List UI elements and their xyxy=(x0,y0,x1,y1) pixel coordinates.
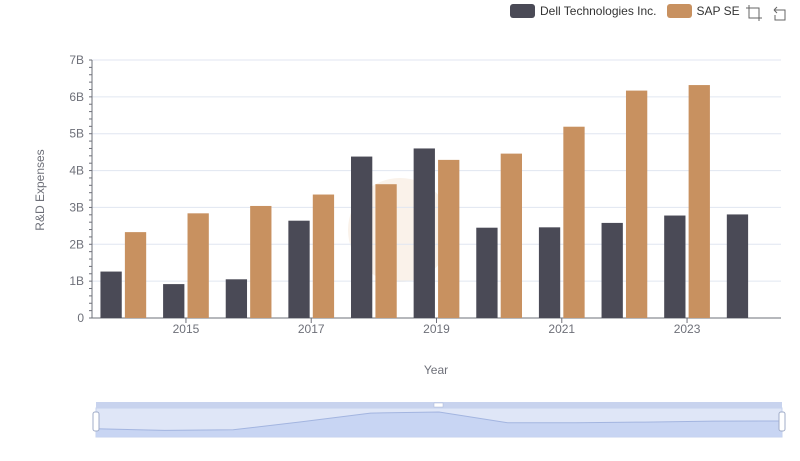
bar-dell xyxy=(351,156,373,318)
bar-sap xyxy=(375,184,397,318)
y-tick-label: 4B xyxy=(69,164,84,178)
legend-label-dell: Dell Technologies Inc. xyxy=(540,4,657,18)
legend-item-dell[interactable]: Dell Technologies Inc. xyxy=(510,4,657,18)
x-tick-label: 2021 xyxy=(548,322,575,336)
datazoom-left-handle[interactable] xyxy=(92,411,100,432)
legend-swatch-dell xyxy=(510,4,535,18)
bar-sap xyxy=(250,205,272,318)
bar-sap xyxy=(438,159,460,318)
bar-sap xyxy=(312,194,335,318)
y-tick-label: 1B xyxy=(69,274,84,288)
bar-sap xyxy=(563,126,585,318)
toolbox xyxy=(746,5,788,21)
x-tick-label: 2015 xyxy=(173,322,200,336)
bar-dell xyxy=(664,215,686,318)
bar-sap xyxy=(124,232,147,318)
bar-dell xyxy=(100,271,122,318)
bar-sap xyxy=(625,90,648,318)
x-tick-label: 2017 xyxy=(298,322,325,336)
bar-sap xyxy=(187,213,209,318)
legend-item-sap[interactable]: SAP SE xyxy=(666,4,740,18)
bar-dell xyxy=(413,148,435,318)
y-tick-label: 6B xyxy=(69,90,84,104)
y-tick-label: 5B xyxy=(69,127,84,141)
y-tick-label: 0 xyxy=(77,311,84,325)
legend: Dell Technologies Inc. SAP SE xyxy=(510,4,740,18)
zoom-icon[interactable] xyxy=(746,5,762,21)
legend-label-sap: SAP SE xyxy=(696,4,740,18)
x-axis-title: Year xyxy=(423,363,449,377)
x-tick-label: 2019 xyxy=(423,322,450,336)
restore-icon[interactable] xyxy=(772,5,788,21)
bar-sap xyxy=(688,85,710,318)
bar-dell xyxy=(163,284,185,318)
bar-dell xyxy=(225,279,248,318)
datazoom-right-handle[interactable] xyxy=(778,411,786,432)
bar-dell xyxy=(726,214,749,318)
y-tick-label: 3B xyxy=(69,200,84,214)
legend-swatch-sap xyxy=(666,4,692,18)
y-tick-label: 2B xyxy=(69,237,84,251)
bar-dell xyxy=(538,227,561,318)
datazoom-shadow-area xyxy=(96,412,782,437)
bar-sap xyxy=(500,153,522,318)
datazoom-top-handle xyxy=(433,402,444,408)
x-tick-label: 2023 xyxy=(674,322,701,336)
bar-dell xyxy=(476,227,498,318)
datazoom-shadow-line xyxy=(95,411,783,431)
bar-dell xyxy=(601,222,623,318)
bar-dell xyxy=(288,220,310,318)
y-tick-label: 7B xyxy=(69,53,84,67)
